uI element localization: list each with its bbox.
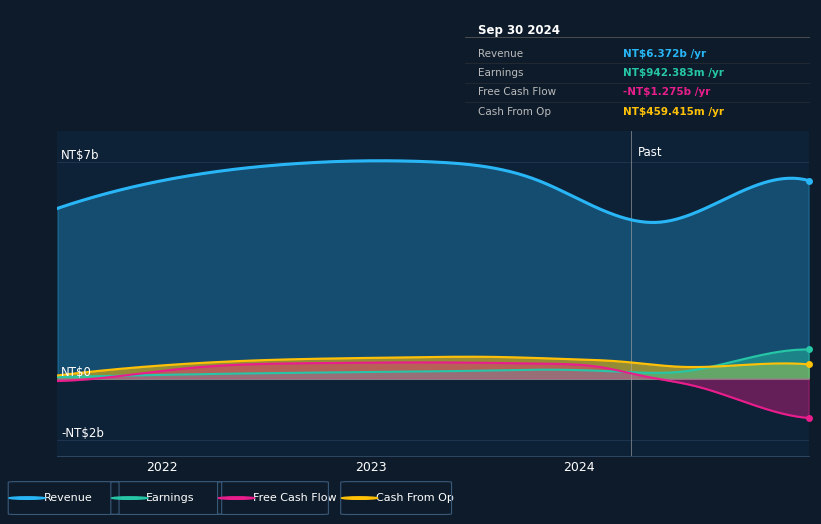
Text: Cash From Op: Cash From Op [376,493,454,503]
Text: Cash From Op: Cash From Op [479,106,552,116]
Text: Earnings: Earnings [479,68,524,78]
Circle shape [9,497,45,499]
Text: -NT$2b: -NT$2b [62,428,104,440]
Text: NT$7b: NT$7b [62,149,99,162]
Text: NT$6.372b /yr: NT$6.372b /yr [623,49,706,59]
Text: NT$0: NT$0 [62,366,92,378]
Text: Sep 30 2024: Sep 30 2024 [479,24,561,37]
Text: Revenue: Revenue [479,49,524,59]
Circle shape [342,497,378,499]
Text: -NT$1.275b /yr: -NT$1.275b /yr [623,87,711,97]
Text: NT$459.415m /yr: NT$459.415m /yr [623,106,724,116]
Text: Revenue: Revenue [44,493,92,503]
Circle shape [112,497,148,499]
Text: Earnings: Earnings [146,493,195,503]
Circle shape [218,497,255,499]
Text: Free Cash Flow: Free Cash Flow [253,493,337,503]
Text: NT$942.383m /yr: NT$942.383m /yr [623,68,724,78]
Text: Past: Past [638,147,663,159]
Text: Free Cash Flow: Free Cash Flow [479,87,557,97]
